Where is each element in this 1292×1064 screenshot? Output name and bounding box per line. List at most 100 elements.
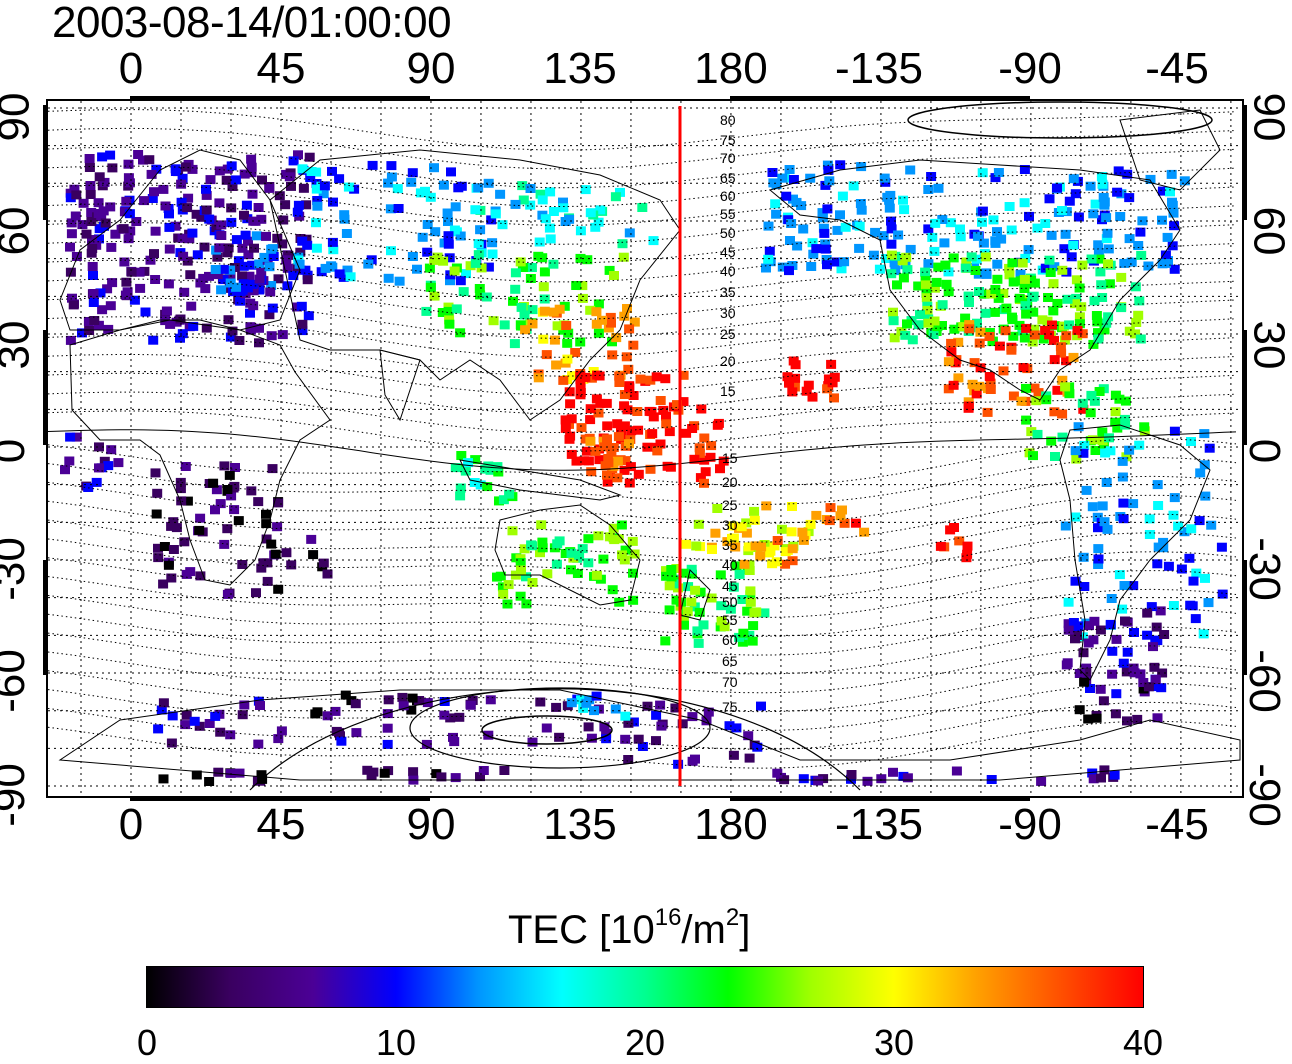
tec-cell <box>1046 230 1057 240</box>
tec-cell <box>948 253 959 263</box>
tec-cell <box>1167 241 1178 251</box>
tec-cell <box>712 420 723 430</box>
tec-cell <box>744 753 755 763</box>
tec-cell <box>692 626 703 636</box>
tec-cell <box>407 252 418 261</box>
mag-contour <box>47 683 1237 731</box>
tec-cell <box>616 427 627 437</box>
tec-cell <box>601 398 612 408</box>
tec-cell <box>946 347 957 357</box>
mag-contour <box>47 701 1237 750</box>
tec-cell <box>637 203 648 212</box>
tec-cell <box>1157 186 1168 196</box>
tec-cell <box>470 258 481 268</box>
tec-cell <box>1057 206 1067 215</box>
tec-cell <box>1007 258 1018 268</box>
tec-cell <box>1066 252 1077 262</box>
tec-cell <box>497 582 508 592</box>
tec-cell <box>302 275 313 285</box>
tec-cell <box>695 587 706 597</box>
tec-cell <box>465 700 476 710</box>
tec-cell <box>213 767 224 777</box>
tec-cell <box>105 150 116 160</box>
tec-cell <box>1102 228 1113 238</box>
tec-cell <box>678 397 689 407</box>
tec-cell <box>1150 675 1161 684</box>
mag-contour <box>47 354 1237 396</box>
tec-cell <box>929 283 940 293</box>
tec-cell <box>905 244 916 254</box>
tec-cell <box>218 275 229 285</box>
tec-cell <box>270 549 281 559</box>
tec-cell <box>973 231 983 241</box>
tec-cell <box>449 737 460 747</box>
tec-cell <box>226 203 237 213</box>
tec-cell <box>923 224 934 234</box>
tec-cell <box>158 184 169 194</box>
tec-cell <box>1072 331 1083 341</box>
tec-cell <box>1007 315 1018 325</box>
tec-cell <box>272 233 283 243</box>
tec-cell <box>992 259 1003 269</box>
tec-cell <box>832 225 843 235</box>
tec-cell <box>226 161 237 171</box>
tec-cell <box>831 257 842 267</box>
tec-cell <box>258 558 269 568</box>
tec-cell <box>878 231 889 241</box>
tec-cell <box>1071 293 1082 303</box>
tec-cell <box>1027 292 1038 302</box>
tec-cell <box>998 288 1009 298</box>
tec-cell <box>1138 678 1149 687</box>
top-lon-label-m135: -135 <box>834 44 924 93</box>
tec-cell <box>1107 646 1118 656</box>
tec-cell <box>103 461 114 471</box>
tec-cell <box>261 534 272 544</box>
tec-cell <box>1122 647 1133 657</box>
tec-cell <box>677 719 688 729</box>
tec-cell <box>629 317 640 327</box>
tec-cell <box>1093 334 1104 344</box>
tec-cell <box>750 541 761 551</box>
tec-cell <box>787 261 798 270</box>
tec-cell <box>655 396 666 405</box>
tec-cell <box>1019 284 1030 293</box>
tec-cell <box>310 709 321 719</box>
tec-cell <box>1096 773 1106 783</box>
tec-cell <box>593 328 604 338</box>
coastline <box>494 504 641 606</box>
tec-cell <box>749 515 760 525</box>
tec-cell <box>941 279 952 289</box>
tec-cell <box>526 263 537 272</box>
tec-cell <box>560 423 571 433</box>
tec-cell <box>1062 294 1073 304</box>
tec-cell <box>495 189 506 199</box>
tec-cell <box>510 199 521 209</box>
tec-cell <box>660 374 671 384</box>
tec-cell <box>781 191 792 201</box>
tec-cell <box>855 199 866 208</box>
tec-cell <box>259 252 270 262</box>
tec-cell <box>970 266 981 275</box>
tec-cell <box>813 776 824 786</box>
contour-label: 60 <box>720 188 736 204</box>
colorbar-label: TEC [1016/m2] <box>508 904 751 953</box>
tec-cell <box>201 184 211 194</box>
tec-cell <box>972 318 982 328</box>
tec-cell <box>429 163 439 173</box>
tec-cell <box>664 605 675 615</box>
tec-cell <box>91 477 102 487</box>
tec-cell <box>502 599 513 609</box>
tec-cell <box>1056 348 1067 358</box>
tec-cell <box>1128 581 1139 591</box>
tec-cell <box>777 262 788 272</box>
tec-cell <box>450 202 461 212</box>
tec-cell <box>1028 307 1039 317</box>
tec-cell <box>975 327 986 337</box>
tec-cell <box>1091 311 1102 320</box>
tec-cell <box>536 520 547 530</box>
tec-cell <box>382 739 393 749</box>
tec-cell <box>164 244 175 254</box>
tec-cell <box>1038 334 1049 344</box>
tec-cell <box>633 425 644 435</box>
tec-cell <box>825 503 836 513</box>
